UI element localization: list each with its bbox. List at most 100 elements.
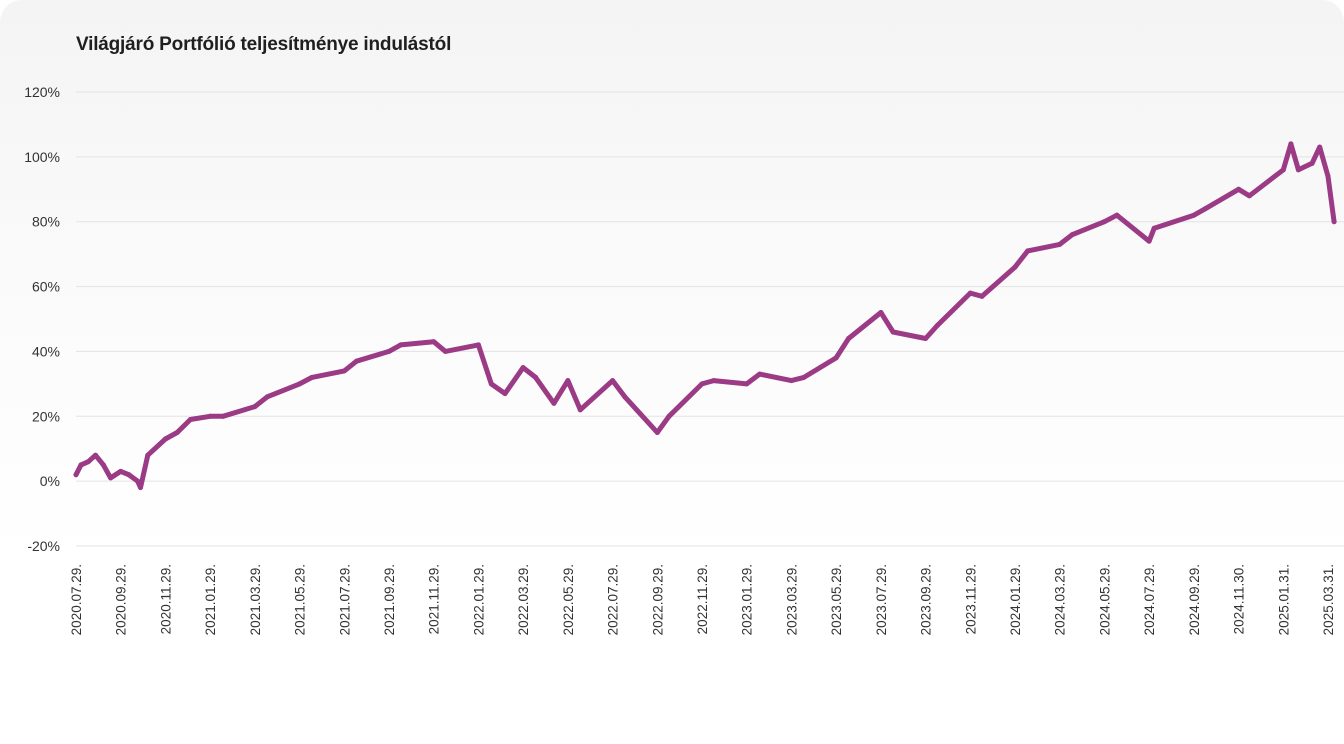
data-point — [93, 452, 98, 458]
data-point — [100, 462, 106, 468]
data-point — [1101, 219, 1107, 225]
data-point — [1202, 206, 1208, 212]
x-tick-label: 2022.09.29. — [650, 564, 665, 635]
data-point — [565, 378, 571, 384]
data-point — [502, 391, 508, 397]
data-point — [108, 475, 114, 481]
y-axis-ticks: -20% 0% 20% 40% 60% 80% 100% 120% — [24, 84, 60, 554]
data-point — [207, 413, 213, 419]
data-point — [1280, 167, 1286, 173]
x-tick-label: 2021.09.29. — [382, 564, 397, 635]
data-point — [1325, 173, 1331, 179]
data-point — [354, 358, 359, 364]
series-group — [73, 141, 1337, 491]
data-point — [1114, 212, 1120, 218]
x-tick-label: 2023.03.29. — [784, 564, 799, 635]
data-point — [386, 348, 392, 354]
data-point — [73, 472, 79, 478]
data-point — [711, 378, 717, 384]
x-tick-label: 2023.09.29. — [919, 564, 934, 635]
data-point — [1012, 264, 1018, 270]
x-tick-label: 2024.03.29. — [1053, 564, 1068, 635]
data-point — [1331, 219, 1337, 225]
data-point — [174, 430, 180, 435]
y-tick-label: 100% — [24, 149, 60, 165]
data-point — [666, 413, 672, 419]
x-tick-label: 2023.07.29. — [874, 564, 889, 635]
data-point — [475, 342, 481, 348]
y-tick-label: 20% — [32, 408, 60, 424]
data-point — [488, 381, 494, 387]
data-point — [1191, 212, 1197, 218]
data-point — [145, 452, 151, 458]
data-point — [252, 404, 258, 410]
data-point — [878, 310, 884, 315]
x-tick-label: 2021.11.29. — [427, 564, 442, 634]
x-tick-label: 2024.07.29. — [1142, 564, 1157, 635]
x-tick-label: 2021.05.29. — [293, 564, 308, 635]
x-tick-label: 2023.11.29. — [963, 564, 978, 634]
data-point — [622, 394, 628, 400]
series-line — [73, 141, 1337, 491]
y-tick-label: 0% — [40, 473, 60, 489]
data-point — [1236, 186, 1242, 192]
data-point — [1151, 225, 1157, 231]
x-tick-label: 2022.01.29. — [471, 564, 486, 635]
x-tick-label: 2022.11.29. — [695, 564, 710, 634]
data-point — [801, 374, 807, 380]
data-point — [833, 355, 839, 361]
data-point — [744, 381, 750, 387]
data-point — [967, 290, 973, 296]
x-tick-label: 2022.05.29. — [561, 564, 576, 635]
data-point — [533, 374, 539, 380]
data-point — [1057, 241, 1063, 247]
x-tick-label: 2024.11.30. — [1232, 564, 1247, 634]
y-tick-label: -20% — [27, 538, 60, 554]
data-point — [757, 371, 763, 377]
data-point — [85, 459, 91, 465]
data-point — [788, 378, 794, 384]
data-point — [577, 407, 583, 413]
x-tick-label: 2023.05.29. — [829, 564, 844, 635]
data-point — [1295, 167, 1301, 173]
data-point — [520, 365, 526, 371]
x-tick-label: 2025.03.31. — [1321, 564, 1336, 635]
data-point — [135, 478, 141, 484]
y-tick-label: 80% — [32, 214, 60, 230]
data-point — [264, 394, 270, 400]
data-point — [78, 462, 84, 468]
data-point — [1317, 144, 1323, 150]
data-point — [220, 413, 226, 419]
x-tick-label: 2023.01.29. — [740, 564, 755, 635]
data-point — [1288, 141, 1294, 147]
data-point — [1309, 160, 1315, 166]
data-point — [431, 339, 437, 345]
x-tick-label: 2024.05.29. — [1097, 564, 1112, 635]
x-tick-label: 2020.09.29. — [114, 564, 129, 635]
x-tick-label: 2022.03.29. — [516, 564, 531, 635]
data-point — [138, 485, 143, 491]
data-point — [442, 348, 448, 354]
data-point — [341, 368, 347, 374]
data-point — [126, 472, 132, 478]
data-point — [398, 342, 404, 348]
x-axis-ticks: 2020.07.29. 2020.09.29. 2020.11.29. 2021.01… — [69, 564, 1336, 635]
data-point — [187, 417, 193, 422]
data-point — [923, 336, 929, 341]
data-point — [1246, 193, 1252, 199]
y-tick-label: 40% — [32, 343, 60, 359]
grid-lines — [76, 91, 1344, 547]
data-point — [699, 381, 705, 387]
data-point — [297, 381, 303, 387]
data-point — [1025, 248, 1031, 254]
data-point — [1146, 238, 1152, 244]
data-point — [979, 293, 985, 299]
x-tick-label: 2025.01.31. — [1276, 564, 1291, 635]
x-tick-label: 2020.11.29. — [158, 564, 173, 634]
data-point — [890, 329, 896, 335]
x-tick-label: 2020.07.29. — [69, 564, 84, 635]
data-point — [934, 323, 940, 328]
data-point — [162, 436, 168, 442]
